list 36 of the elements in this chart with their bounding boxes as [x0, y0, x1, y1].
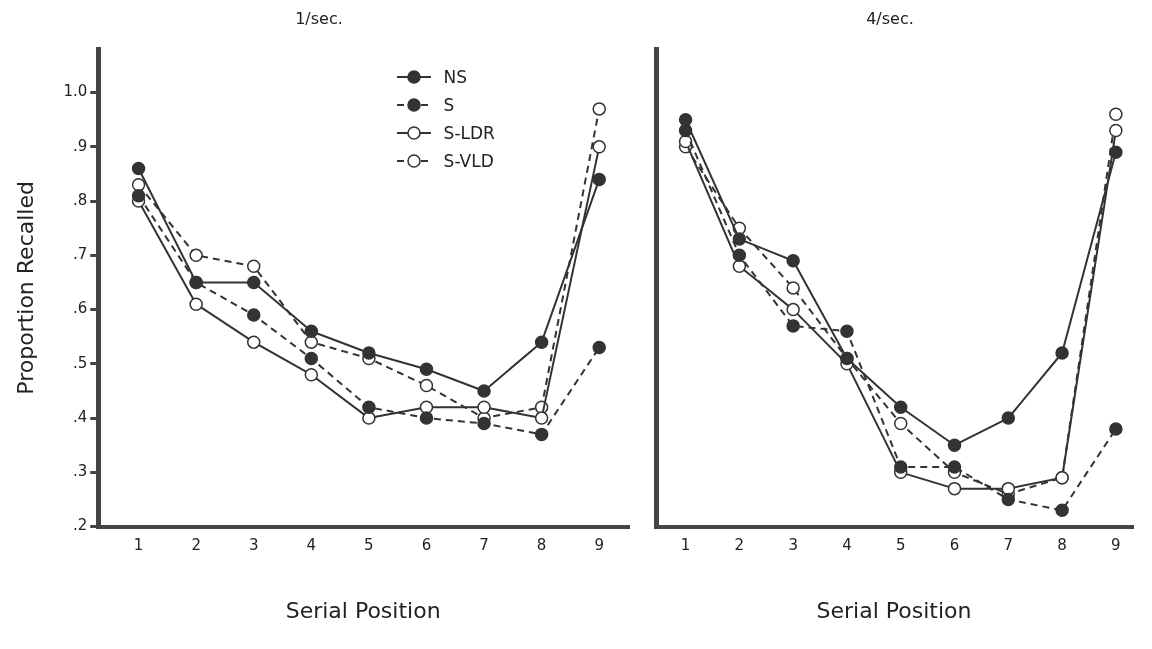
y-tick-label: .5: [72, 353, 88, 372]
legend-label: S-LDR: [443, 122, 495, 146]
y-axis-title: Proportion Recalled: [12, 181, 38, 395]
legend-label: S: [443, 94, 455, 118]
legend-label: S-VLD: [443, 150, 494, 174]
x-tick-label: 1: [680, 536, 691, 555]
x-tick-label: 1: [133, 536, 144, 555]
x-tick-label: 5: [895, 536, 906, 555]
y-tick-label: .6: [72, 299, 88, 318]
x-tick-label: 2: [191, 536, 201, 555]
x-tick-label: 5: [364, 536, 374, 555]
x-tick-label: 2: [734, 536, 745, 555]
x-tick-label: 6: [949, 536, 960, 555]
x-tick-label: 4: [306, 536, 317, 555]
y-tick-label: .3: [72, 462, 88, 481]
x-tick-label: 9: [1111, 536, 1121, 555]
x-tick-label: 8: [536, 536, 547, 555]
y-tick-label: .8: [72, 190, 88, 209]
y-tick-label: .7: [72, 245, 88, 264]
x-axis-title: Serial Position: [285, 597, 441, 623]
x-tick-label: 3: [788, 536, 798, 555]
x-tick-label: 7: [1003, 536, 1014, 555]
x-tick-label: 3: [248, 536, 259, 555]
x-axis-title: Serial Position: [816, 597, 972, 623]
chart-title: 1/sec.: [295, 8, 343, 28]
y-tick-label: .9: [72, 136, 88, 155]
x-tick-label: 8: [1057, 536, 1067, 555]
y-tick-label: .4: [72, 407, 88, 426]
x-tick-label: 4: [842, 536, 852, 555]
x-tick-label: 9: [594, 536, 604, 555]
y-tick-label: 1.0: [63, 82, 88, 101]
chart-title: 4/sec.: [866, 8, 914, 28]
x-tick-label: 6: [421, 536, 432, 555]
y-tick-label: .2: [72, 516, 88, 535]
x-tick-label: 7: [479, 536, 489, 555]
legend-label: NS: [443, 66, 468, 90]
